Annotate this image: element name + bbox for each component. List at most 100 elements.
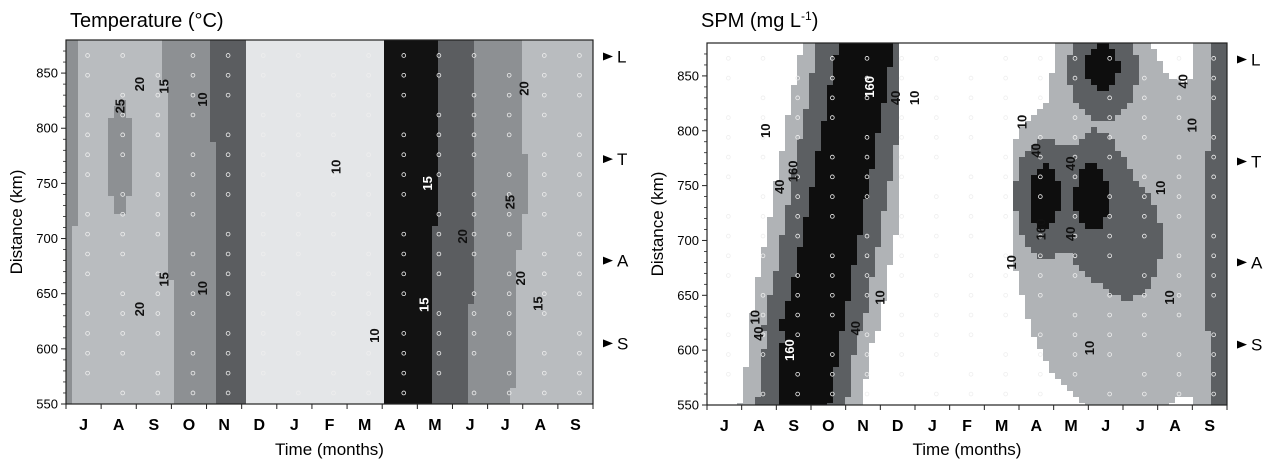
field-cell	[420, 190, 427, 197]
field-cell	[96, 256, 103, 263]
field-cell	[186, 172, 193, 179]
field-cell	[276, 370, 283, 377]
field-cell	[300, 52, 307, 59]
field-cell	[300, 238, 307, 245]
field-cell	[402, 214, 409, 221]
field-cell	[234, 244, 241, 251]
field-cell	[378, 304, 385, 311]
field-cell	[444, 286, 451, 293]
field-cell	[534, 364, 541, 371]
field-cell	[432, 118, 439, 125]
field-cell	[504, 142, 511, 149]
field-cell	[180, 256, 187, 263]
field-cell	[78, 370, 85, 377]
field-cell	[432, 346, 439, 353]
field-cell	[414, 334, 421, 341]
field-cell	[474, 94, 481, 101]
field-cell	[384, 46, 391, 53]
field-cell	[414, 346, 421, 353]
field-cell	[360, 238, 367, 245]
field-cell	[150, 214, 157, 221]
field-cell	[372, 388, 379, 395]
field-cell	[366, 82, 373, 89]
field-cells	[66, 40, 594, 405]
field-cell	[234, 358, 241, 365]
field-cell	[480, 376, 487, 383]
field-cell	[294, 70, 301, 77]
field-cell	[252, 196, 259, 203]
field-cell	[318, 160, 325, 167]
field-cell	[348, 46, 355, 53]
field-cell	[168, 334, 175, 341]
field-cell	[210, 52, 217, 59]
field-cell	[504, 214, 511, 221]
field-cell	[486, 172, 493, 179]
field-cell	[96, 334, 103, 341]
field-cell	[306, 100, 313, 107]
field-cell	[120, 106, 127, 113]
field-cell	[294, 238, 301, 245]
field-cell	[174, 58, 181, 65]
field-cell	[324, 70, 331, 77]
field-cell	[360, 82, 367, 89]
field-cell	[162, 136, 169, 143]
field-cell	[522, 346, 529, 353]
field-cell	[216, 388, 223, 395]
field-cell	[240, 154, 247, 161]
field-cell	[258, 226, 265, 233]
field-cell	[204, 196, 211, 203]
field-cell	[132, 70, 139, 77]
field-cell	[540, 256, 547, 263]
field-cell	[246, 148, 253, 155]
field-cell	[498, 292, 505, 299]
field-cell	[132, 100, 139, 107]
field-cell	[528, 358, 535, 365]
field-cell	[456, 178, 463, 185]
field-cell	[120, 166, 127, 173]
field-cell	[390, 202, 397, 209]
field-cell	[360, 310, 367, 317]
field-cell	[348, 88, 355, 95]
field-cell	[228, 292, 235, 299]
field-cell	[456, 142, 463, 149]
field-cell	[426, 400, 433, 405]
field-cell	[264, 304, 271, 311]
field-cell	[378, 226, 385, 233]
field-cell	[384, 394, 391, 401]
field-cell	[162, 256, 169, 263]
field-cell	[126, 172, 133, 179]
field-cell	[372, 304, 379, 311]
field-cell	[72, 376, 79, 383]
field-cell	[528, 370, 535, 377]
field-cell	[270, 250, 277, 257]
field-cell	[312, 118, 319, 125]
field-cell	[432, 70, 439, 77]
field-cell	[78, 352, 85, 359]
field-cell	[546, 40, 553, 47]
field-cell	[306, 154, 313, 161]
field-cell	[336, 316, 343, 323]
field-cell	[498, 382, 505, 389]
field-cell	[114, 100, 121, 107]
field-cell	[426, 190, 433, 197]
field-cell	[270, 190, 277, 197]
field-cell	[450, 52, 457, 59]
field-cell	[318, 280, 325, 287]
field-cell	[240, 388, 247, 395]
field-cell	[552, 208, 559, 215]
field-cell	[324, 142, 331, 149]
field-cell	[246, 340, 253, 347]
field-cell	[516, 316, 523, 323]
field-cell	[324, 184, 331, 191]
field-cell	[408, 370, 415, 377]
field-cell	[210, 340, 217, 347]
field-cell	[180, 322, 187, 329]
field-cell	[198, 346, 205, 353]
field-cell	[444, 160, 451, 167]
field-cell	[522, 58, 529, 65]
field-cell	[192, 322, 199, 329]
field-cell	[444, 292, 451, 299]
field-cell	[234, 220, 241, 227]
field-cell	[456, 172, 463, 179]
field-cell	[288, 88, 295, 95]
